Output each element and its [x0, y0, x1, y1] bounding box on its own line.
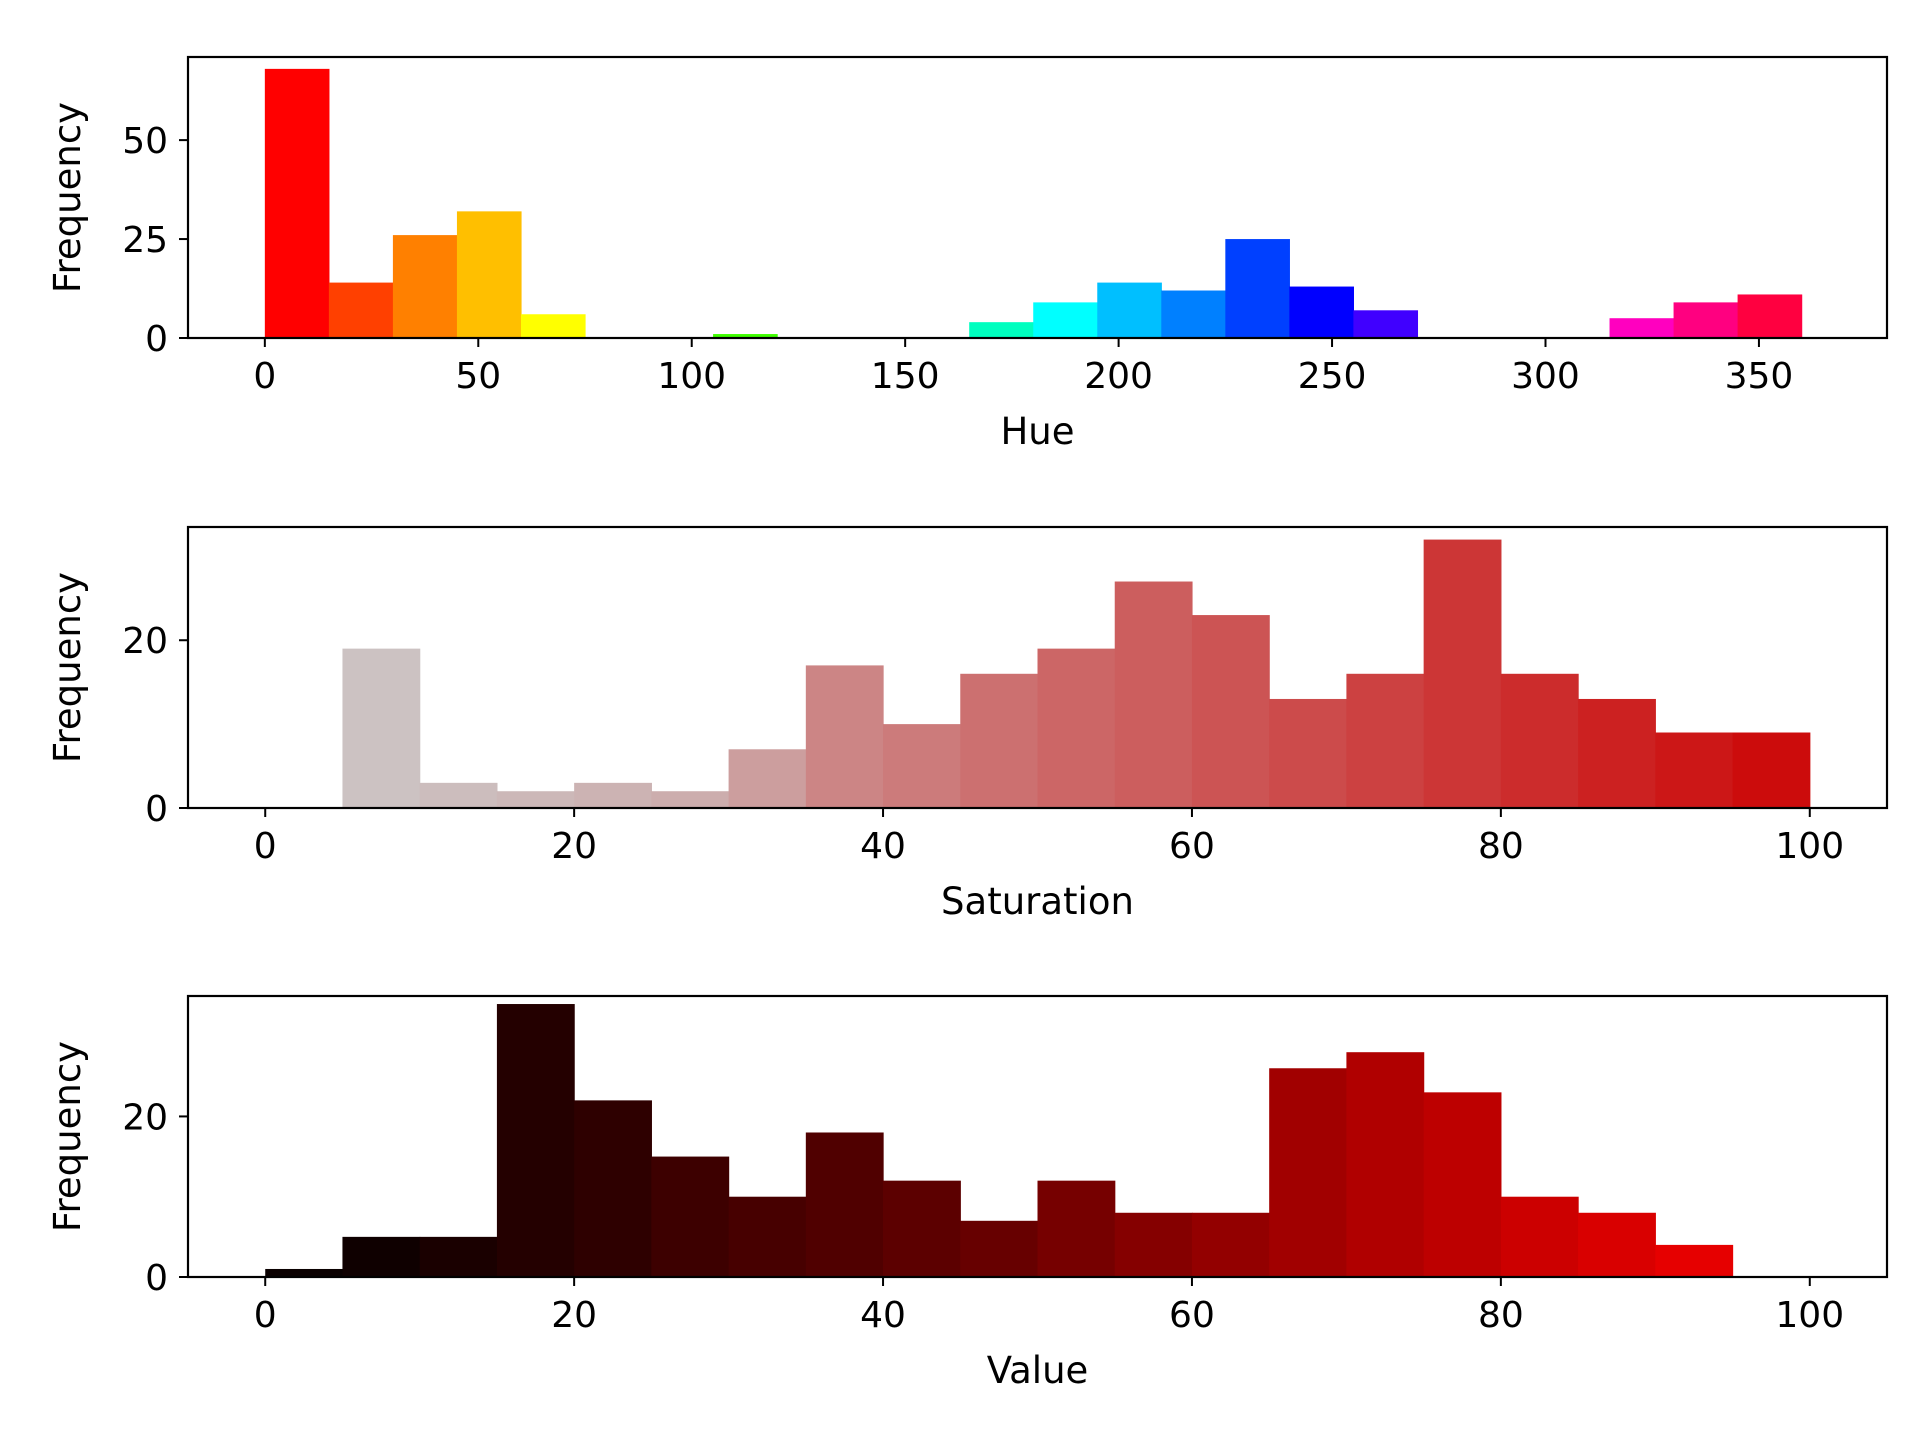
value-x-tick-label-3: 60: [1169, 1295, 1215, 1336]
hue-bar-0: [264, 68, 330, 339]
value-bar-5: [651, 1156, 730, 1277]
value-bar-6: [728, 1196, 807, 1277]
value-bar-18: [1655, 1244, 1734, 1277]
hue-x-tick-label-5: 250: [1298, 356, 1367, 397]
hue-bar-13: [1097, 282, 1162, 338]
value-bar-7: [805, 1132, 884, 1277]
hue-histogram-panel: 0 50 100 150 200 250 300 350 0 25 50 Hue Frequency: [46, 55, 1889, 453]
hue-bar-3: [456, 211, 522, 338]
saturation-y-axis-label: Frequency: [46, 572, 89, 763]
saturation-bar-10: [1037, 648, 1116, 808]
saturation-x-tick-label-2: 40: [860, 826, 906, 867]
hue-bar-2: [392, 235, 458, 338]
value-bar-16: [1500, 1196, 1579, 1277]
hue-bar-21: [1609, 318, 1675, 338]
saturation-x-tick-label-5: 100: [1775, 826, 1844, 867]
value-x-tick-label-2: 40: [860, 1295, 906, 1336]
value-bar-4: [574, 1100, 652, 1277]
saturation-bar-3: [496, 791, 575, 808]
value-bar-15: [1423, 1092, 1502, 1277]
hue-bar-11: [969, 322, 1034, 338]
value-bar-0: [265, 1268, 344, 1277]
value-x-tick-label-0: 0: [254, 1295, 277, 1336]
value-bar-9: [960, 1220, 1039, 1277]
hue-bar-17: [1353, 310, 1419, 338]
hue-x-tick-label-6: 300: [1511, 356, 1580, 397]
hue-x-axis-label: Hue: [1000, 410, 1074, 453]
hue-bar-4: [520, 314, 586, 338]
value-y-axis-label: Frequency: [46, 1041, 89, 1232]
value-bar-13: [1269, 1068, 1348, 1277]
hue-x-tick-label-2: 100: [657, 356, 726, 397]
saturation-bar-4: [574, 782, 652, 808]
value-y-tick-label-0: 0: [145, 1258, 168, 1299]
hue-x-tick-label-3: 150: [871, 356, 940, 397]
hue-x-tick-label-7: 350: [1725, 356, 1794, 397]
saturation-axes-frame: [186, 525, 1889, 810]
saturation-bar-1: [342, 648, 421, 808]
saturation-bar-17: [1578, 698, 1656, 808]
saturation-bar-11: [1114, 581, 1193, 808]
hue-bar-23: [1737, 294, 1803, 338]
saturation-x-tick-label-4: 80: [1478, 826, 1524, 867]
hue-x-tick-label-1: 50: [455, 356, 501, 397]
saturation-bar-14: [1346, 673, 1425, 808]
saturation-bar-16: [1500, 673, 1579, 808]
value-x-axis-label: Value: [987, 1349, 1089, 1392]
saturation-x-tick-label-0: 0: [254, 826, 277, 867]
saturation-y-tick-label-0: 0: [145, 789, 168, 830]
value-bar-14: [1346, 1052, 1425, 1277]
saturation-bar-6: [728, 749, 807, 808]
value-x-tick-label-4: 80: [1478, 1295, 1524, 1336]
hue-bar-22: [1673, 302, 1739, 338]
hue-x-tick-label-0: 0: [253, 356, 276, 397]
saturation-bar-18: [1655, 732, 1734, 808]
value-histogram-panel: 0 20 40 60 80 100 0 20 Value Frequency: [46, 994, 1889, 1392]
hue-bar-14: [1161, 290, 1226, 338]
value-bar-12: [1191, 1212, 1270, 1277]
hue-y-tick-label-0: 0: [145, 319, 168, 360]
hue-y-tick-label-2: 50: [122, 121, 168, 162]
value-bar-10: [1037, 1180, 1116, 1277]
hue-bar-7: [713, 334, 778, 338]
hue-x-tick-label-4: 200: [1084, 356, 1153, 397]
saturation-bar-9: [960, 673, 1039, 808]
saturation-bar-5: [651, 791, 730, 808]
hue-bar-16: [1289, 286, 1354, 338]
saturation-x-axis-label: Saturation: [941, 880, 1134, 923]
saturation-bar-8: [883, 724, 961, 808]
hue-bar-15: [1225, 239, 1290, 338]
saturation-x-tick-label-1: 20: [551, 826, 597, 867]
value-bar-1: [342, 1236, 421, 1277]
hue-bar-1: [328, 282, 394, 338]
saturation-bar-15: [1423, 539, 1502, 808]
saturation-y-tick-label-1: 20: [122, 621, 168, 662]
value-bar-2: [419, 1236, 498, 1277]
saturation-bar-13: [1269, 698, 1348, 808]
hue-bar-12: [1033, 302, 1098, 338]
hue-axes-frame: [186, 55, 1889, 340]
saturation-histogram-panel: 0 20 40 60 80 100 0 20 Saturation Frequency: [46, 525, 1889, 923]
value-bar-17: [1578, 1212, 1656, 1277]
value-bar-8: [883, 1180, 961, 1277]
hue-y-axis-label: Frequency: [46, 102, 89, 293]
value-x-tick-label-5: 100: [1775, 1295, 1844, 1336]
value-x-tick-label-1: 20: [551, 1295, 597, 1336]
saturation-x-tick-label-3: 60: [1169, 826, 1215, 867]
saturation-bar-7: [805, 665, 884, 808]
value-bar-11: [1114, 1212, 1193, 1277]
saturation-bar-19: [1732, 732, 1811, 808]
value-y-tick-label-1: 20: [122, 1097, 168, 1138]
value-axes-frame: [186, 994, 1889, 1279]
hue-y-tick-label-1: 25: [122, 220, 168, 261]
value-bar-3: [496, 1004, 575, 1277]
saturation-bar-2: [419, 782, 498, 808]
saturation-bar-12: [1191, 615, 1270, 808]
